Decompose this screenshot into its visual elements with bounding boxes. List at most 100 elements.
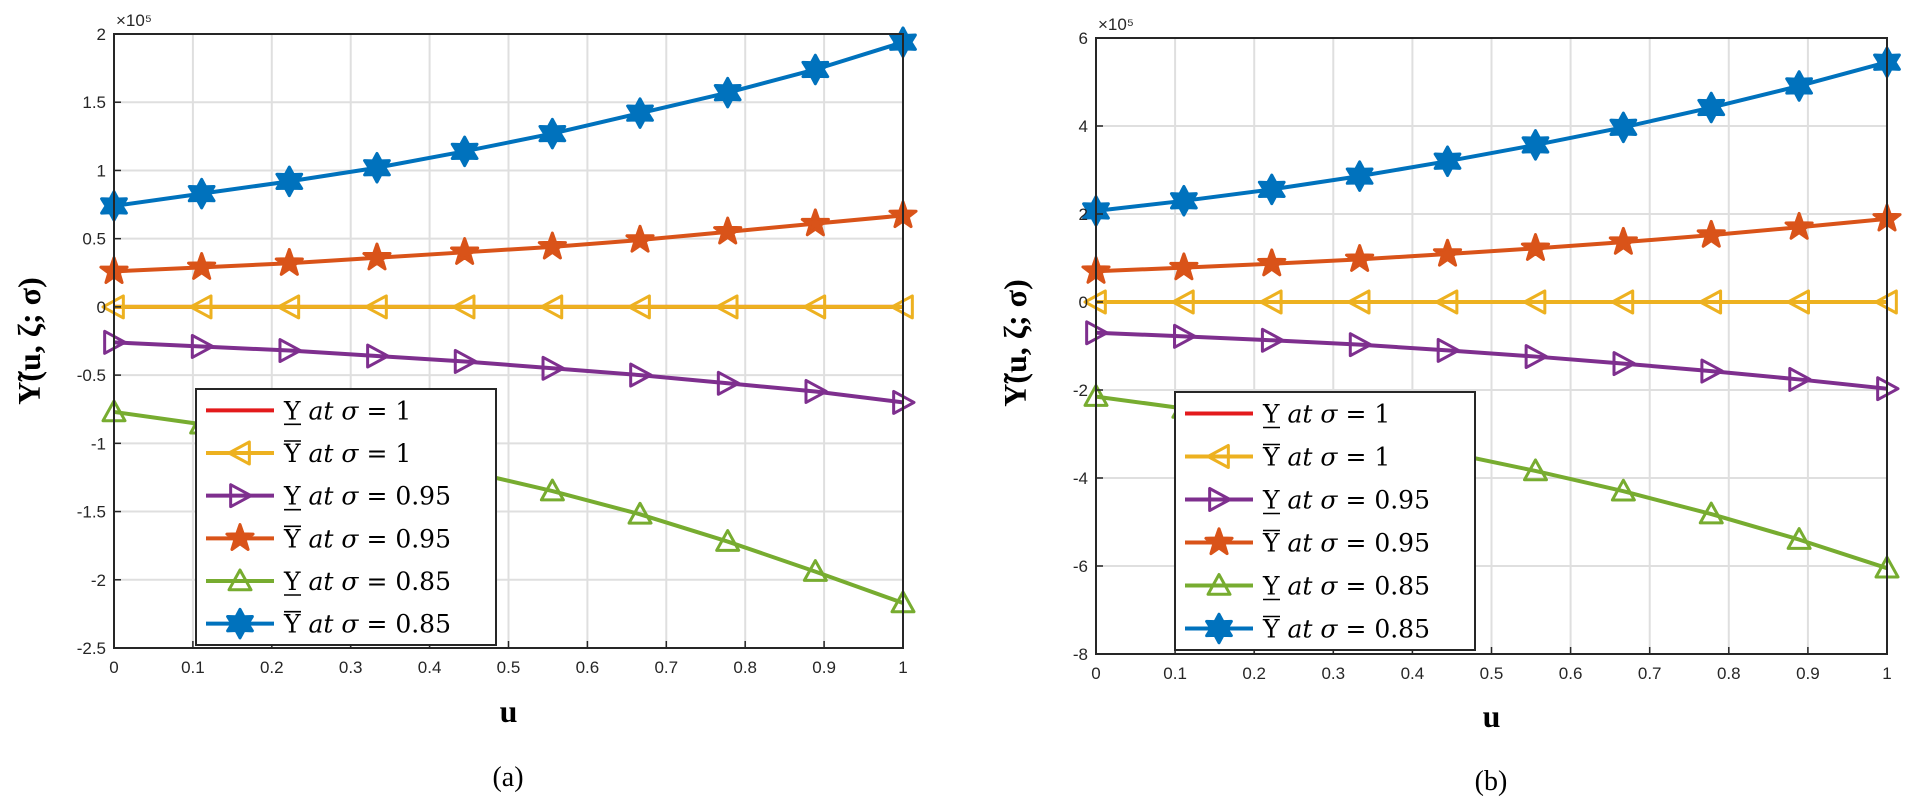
- data-point: [274, 247, 304, 276]
- data-point: [1698, 501, 1724, 525]
- data-point: [538, 117, 567, 150]
- data-point: [800, 208, 830, 237]
- data-point: [1348, 332, 1373, 358]
- series-line-2: [113, 340, 904, 405]
- data-point: [713, 216, 743, 245]
- x-tick-label: 0.4: [1401, 664, 1425, 683]
- y-tick-label: -1.5: [77, 503, 106, 522]
- legend-swatch-marker: [1208, 487, 1232, 512]
- x-tick-label: 0: [109, 658, 118, 677]
- data-point: [1610, 478, 1636, 502]
- legend-swatch-marker: [1205, 612, 1233, 645]
- legend-swatch-marker: [229, 483, 253, 509]
- legend-symbol: Υ: [283, 610, 301, 639]
- legend-symbol: Υ: [283, 567, 301, 596]
- y-tick-label: 0: [97, 298, 106, 317]
- data-point: [453, 348, 478, 374]
- data-point: [1786, 289, 1810, 315]
- series-line-3: [113, 213, 904, 274]
- y-tick-label: -2: [91, 571, 106, 590]
- data-point: [1347, 289, 1371, 315]
- data-point: [1608, 226, 1638, 255]
- data-point: [190, 333, 215, 359]
- data-point: [1788, 366, 1812, 392]
- data-point: [715, 529, 741, 552]
- legend-symbol: Υ: [1262, 400, 1280, 429]
- data-point: [539, 478, 565, 502]
- data-point: [715, 294, 739, 320]
- data-point: [541, 355, 565, 381]
- legend-swatch-marker: [227, 568, 253, 592]
- data-point: [627, 501, 653, 525]
- legend-symbol: Υ: [283, 396, 301, 425]
- data-point: [1171, 289, 1195, 315]
- x-tick-label: 0.4: [418, 658, 442, 677]
- panel-b: 0 0.1 0.2 0.3 0.4 0.5 0.6 0.7 0.8 0.9 1 -8 -6 -4 -2 0 2 4…: [997, 15, 1902, 797]
- data-point: [539, 294, 564, 320]
- y-tick-label: 6: [1079, 29, 1088, 48]
- panel-a: 0 0.1 0.2 0.3 0.4 0.5 0.6 0.7 0.8 0.9 1 -2.5 -2 -1.5 -…: [11, 11, 918, 793]
- data-point: [189, 294, 213, 320]
- x-tick-label: 0.6: [1559, 664, 1583, 683]
- x-tick-label: 0.9: [1796, 664, 1820, 683]
- data-point: [1433, 145, 1462, 177]
- y-tick-label: 1: [97, 161, 106, 180]
- data-point: [1784, 211, 1814, 240]
- y-tick-label: -1: [91, 434, 106, 453]
- panel-caption: (b): [1475, 766, 1508, 797]
- legend-swatch-marker: [225, 523, 255, 551]
- data-point: [276, 294, 301, 320]
- data-point: [363, 151, 391, 184]
- y-tick-label: 2: [97, 25, 106, 44]
- x-tick-label: 0.2: [260, 658, 284, 677]
- x-axis-label: u: [500, 693, 518, 729]
- data-point: [537, 231, 567, 260]
- data-point: [1697, 91, 1726, 124]
- x-tick-label: 0: [1091, 664, 1100, 683]
- x-tick-label: 0.9: [812, 658, 836, 677]
- y-axis-label: Υ̃(u, ζ; σ): [11, 277, 47, 405]
- legend-swatch-marker: [1206, 444, 1230, 469]
- data-point: [625, 224, 655, 253]
- data-point: [366, 343, 390, 369]
- y-tick-label: -4: [1073, 469, 1088, 488]
- data-point: [627, 294, 651, 320]
- series-line-5: [1095, 60, 1888, 213]
- data-point: [629, 362, 653, 388]
- data-point: [1345, 244, 1375, 272]
- x-axis-label: u: [1483, 698, 1501, 734]
- data-point: [1521, 129, 1550, 161]
- data-point: [1345, 160, 1374, 192]
- data-point: [1260, 327, 1285, 353]
- data-point: [1696, 219, 1726, 248]
- y-exponent-label: ×10⁵: [116, 11, 152, 30]
- y-tick-label: 0: [1079, 293, 1088, 312]
- legend-symbol: Υ: [283, 439, 301, 468]
- data-point: [1785, 70, 1813, 102]
- panel-caption: (a): [492, 762, 523, 793]
- x-tick-label: 0.7: [654, 658, 678, 677]
- data-point: [1257, 173, 1286, 206]
- y-exponent-label: ×10⁵: [1098, 15, 1134, 34]
- x-tick-label: 0.1: [1163, 664, 1187, 683]
- data-point: [716, 370, 741, 396]
- data-point: [362, 242, 392, 271]
- series-line-5: [113, 40, 904, 208]
- data-point: [450, 237, 480, 265]
- series-1: [1083, 289, 1898, 315]
- legend-symbol: Υ: [283, 482, 301, 511]
- series-line-3: [1095, 216, 1888, 274]
- data-point: [1700, 358, 1724, 384]
- data-point: [1522, 289, 1547, 315]
- data-point: [1257, 248, 1287, 277]
- x-tick-label: 1: [898, 658, 907, 677]
